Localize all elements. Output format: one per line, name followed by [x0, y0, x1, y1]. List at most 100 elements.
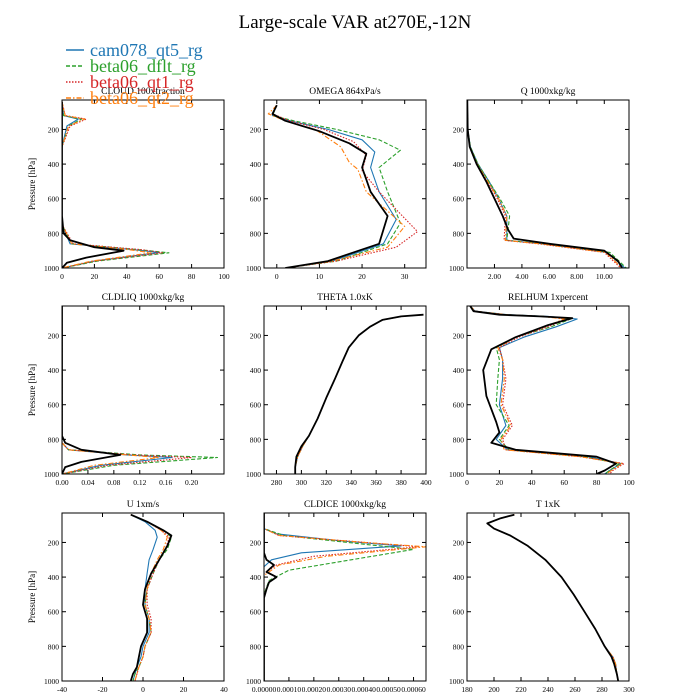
y-tick-label: 200	[48, 125, 60, 134]
y-tick-label: 600	[48, 195, 60, 204]
y-tick-label: 200	[250, 538, 262, 547]
legend-item: beta06_qt1_rg	[66, 72, 194, 92]
series-line-s3	[62, 101, 163, 268]
series-line-s3	[271, 104, 419, 268]
series-line-obs	[129, 513, 173, 681]
series-line-obs	[467, 100, 623, 268]
x-tick-label: 60	[155, 272, 163, 281]
x-tick-label: 0	[60, 272, 64, 281]
series-line-s1	[264, 513, 402, 681]
x-tick-label: 380	[395, 478, 407, 487]
legend-label: beta06_qt1_rg	[90, 72, 194, 92]
x-tick-label: 20	[180, 685, 188, 694]
panel-title: THETA 1.0xK	[317, 293, 373, 303]
x-tick-label: 0	[275, 272, 279, 281]
plot-frame	[61, 99, 225, 269]
y-tick-label: 800	[453, 435, 465, 444]
plot-frame	[466, 305, 630, 475]
panel-8: 180 200 220 240 260 280 300 200 400 600 800 1000 T 1…	[449, 500, 635, 694]
y-tick-label: 1000	[44, 677, 59, 686]
series-line-s1	[469, 306, 622, 474]
series-line-s1	[486, 514, 619, 681]
x-tick-label: 280	[271, 478, 283, 487]
x-tick-label: 0.00050	[376, 685, 401, 694]
y-tick-label: 600	[250, 401, 262, 410]
y-tick-label: 400	[453, 366, 465, 375]
y-tick-label: 1000	[246, 264, 261, 273]
x-tick-label: 0.00030	[327, 685, 352, 694]
series-line-obs	[264, 513, 278, 681]
y-tick-label: 1000	[449, 470, 464, 479]
series-line-s4	[294, 314, 424, 474]
x-tick-label: 0.00010	[277, 685, 302, 694]
x-tick-label: 220	[515, 685, 527, 694]
series-line-s3	[486, 514, 619, 681]
series-line-s2	[264, 513, 415, 681]
legend: cam078_qt5_rgbeta06_dflt_rgbeta06_qt1_rg…	[66, 40, 203, 108]
x-tick-label: 0.08	[107, 478, 120, 487]
series-line-s3	[469, 306, 625, 474]
y-tick-label: 400	[250, 160, 262, 169]
y-tick-label: 1000	[449, 264, 464, 273]
series-line-obs	[271, 104, 389, 268]
series-line-s3	[130, 514, 170, 681]
panel-5: 0 20 40 60 80 100 200 400 600 800 1000 RELHUM 1xper…	[449, 293, 635, 487]
series-line-s4	[486, 514, 619, 681]
figure-title: Large-scale VAR at270E,-12N	[239, 12, 472, 33]
x-tick-label: 320	[321, 478, 333, 487]
panel-6: -40 -20 0 20 40 200 400 600 800 1000 U 1xm/s Pressu…	[27, 500, 228, 694]
legend-item: beta06_dflt_rg	[66, 56, 196, 76]
panel-3: 0.00 0.04 0.08 0.12 0.16 0.20 200 400 600 800 1000…	[27, 293, 225, 487]
y-tick-label: 400	[48, 366, 60, 375]
series-line-obs	[469, 306, 617, 474]
y-tick-label: 800	[250, 229, 262, 238]
y-tick-label: 400	[250, 573, 262, 582]
x-tick-label: 6.00	[543, 272, 556, 281]
series-line-s2	[469, 306, 620, 474]
panel-title: RELHUM 1xpercent	[508, 293, 588, 303]
y-tick-label: 400	[48, 160, 60, 169]
x-tick-label: 280	[596, 685, 608, 694]
x-tick-label: 340	[346, 478, 358, 487]
series-line-s2	[294, 314, 424, 474]
y-tick-label: 400	[48, 573, 60, 582]
x-tick-label: 0	[141, 685, 145, 694]
legend-label: cam078_qt5_rg	[90, 40, 203, 60]
y-tick-label: 200	[453, 538, 465, 547]
y-tick-label: 600	[48, 608, 60, 617]
x-tick-label: 60	[560, 478, 568, 487]
x-tick-label: 180	[461, 685, 473, 694]
series-line-s4	[267, 104, 406, 268]
series-line-s1	[294, 314, 424, 474]
x-tick-label: 360	[371, 478, 383, 487]
series-line-s2	[271, 104, 401, 268]
series-line-s4	[130, 514, 168, 681]
series-line-s3	[294, 314, 424, 474]
panel-0: 0 20 40 60 80 100 200 400 600 800 1000 CLOUD 100xfr…	[27, 86, 230, 281]
plot-frame	[466, 512, 630, 682]
panel-4: 280 300 320 340 360 380 400 200 400 600 800 1000 THE…	[246, 293, 432, 487]
panel-2: 2.00 4.00 6.00 8.00 10.00 200 400 600 800 1000 Q 1…	[449, 87, 630, 281]
panel-title: CLDICE 1000xkg/kg	[304, 500, 386, 510]
y-tick-label: 200	[453, 331, 465, 340]
y-tick-label: 1000	[246, 470, 261, 479]
x-tick-label: 240	[542, 685, 554, 694]
panel-1: 0 10 20 30 200 400 600 800 1000 OMEGA 864xPa/s	[246, 87, 427, 281]
panel-title: CLDLIQ 1000xkg/kg	[102, 293, 185, 303]
series-line-obs	[62, 306, 122, 474]
x-tick-label: 100	[623, 478, 635, 487]
y-tick-label: 800	[250, 642, 262, 651]
series-group	[129, 513, 173, 681]
series-line-s1	[62, 101, 160, 268]
y-tick-label: 200	[48, 538, 60, 547]
series-line-s2	[130, 514, 172, 681]
y-tick-label: 600	[250, 608, 262, 617]
y-tick-label: 800	[48, 435, 60, 444]
panel-7: 0.00000 0.00010 0.00020 0.00030 0.00040 0.000…	[246, 500, 427, 694]
x-tick-label: 20	[496, 478, 504, 487]
y-tick-label: 600	[48, 401, 60, 410]
plot-frame	[263, 305, 427, 475]
series-line-s3	[264, 513, 420, 681]
plot-frame	[61, 305, 225, 475]
x-tick-label: -40	[57, 685, 67, 694]
